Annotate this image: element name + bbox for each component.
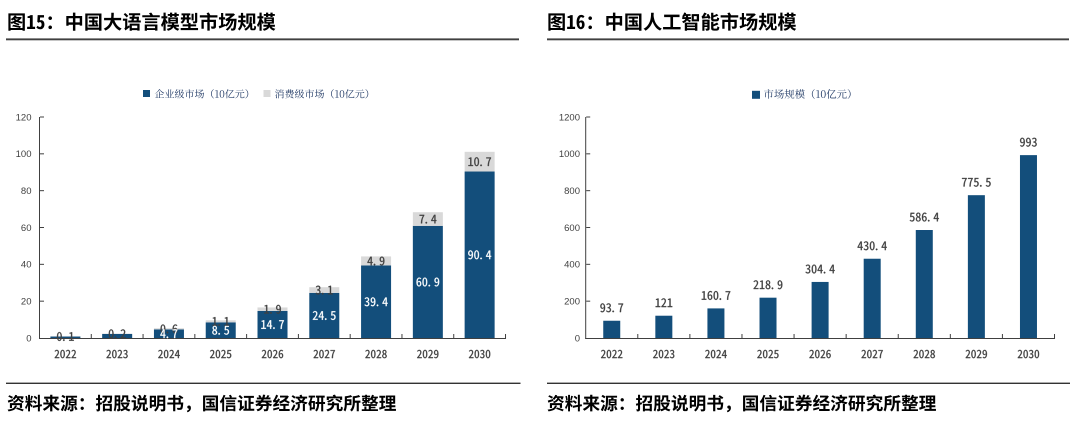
svg-text:1000: 1000: [559, 149, 580, 160]
svg-text:100: 100: [16, 149, 32, 160]
svg-text:400: 400: [564, 260, 580, 271]
svg-text:120: 120: [16, 112, 32, 123]
svg-text:60: 60: [21, 223, 32, 234]
svg-text:1200: 1200: [559, 112, 580, 123]
svg-text:600: 600: [564, 223, 580, 234]
svg-text:800: 800: [564, 186, 580, 197]
svg-text:80: 80: [21, 186, 32, 197]
svg-text:200: 200: [564, 297, 580, 308]
svg-text:0: 0: [575, 333, 580, 344]
svg-text:40: 40: [21, 260, 32, 271]
svg-text:20: 20: [21, 297, 32, 308]
svg-text:0: 0: [26, 333, 31, 344]
